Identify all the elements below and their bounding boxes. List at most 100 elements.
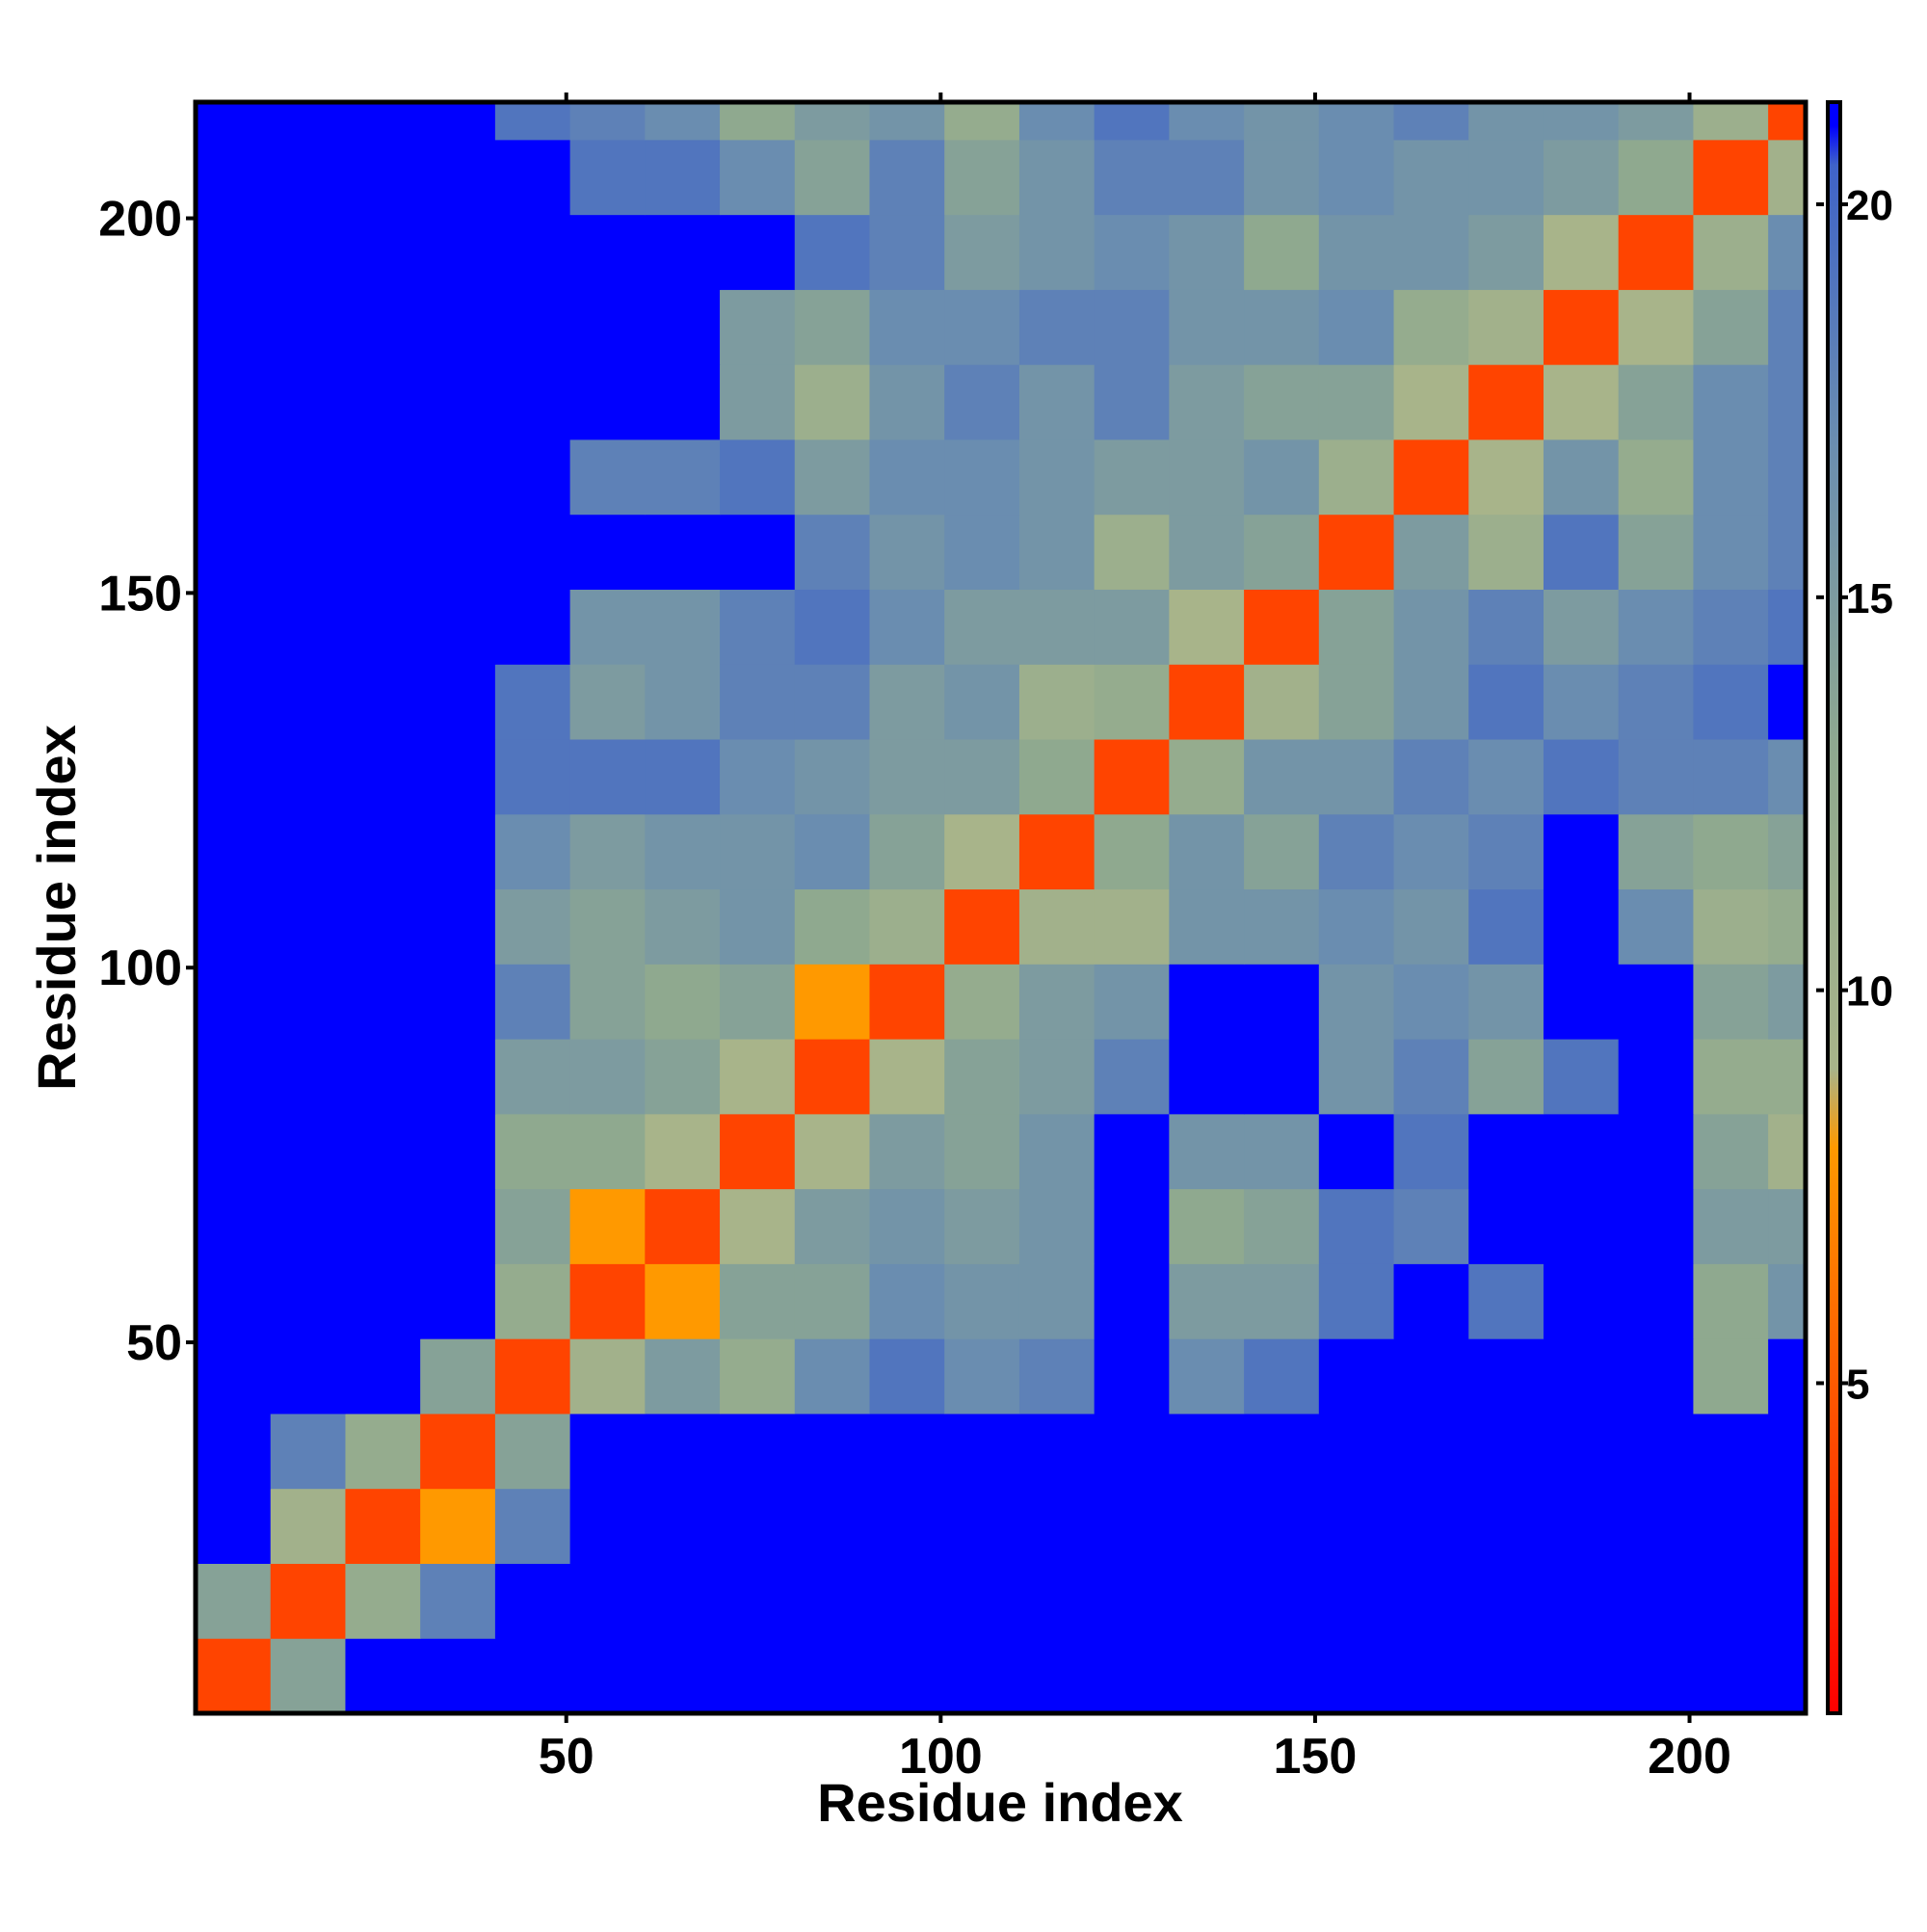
heatmap-cell (1768, 289, 1807, 365)
heatmap-cell (1468, 1188, 1544, 1264)
heatmap-cell (1768, 102, 1807, 141)
heatmap-cell (720, 813, 796, 890)
heatmap-cell (1018, 1413, 1095, 1490)
heatmap-cell (345, 1638, 421, 1714)
heatmap-cell (1693, 102, 1769, 141)
heatmap-cell (645, 1338, 721, 1415)
heatmap-cell (1393, 514, 1469, 590)
heatmap-cell (645, 102, 721, 141)
heatmap-cell (794, 888, 870, 965)
heatmap-cell (494, 102, 571, 141)
heatmap-cell (569, 214, 646, 290)
heatmap-cell (869, 888, 945, 965)
heatmap-cell (1468, 739, 1544, 815)
heatmap-cell (1018, 1263, 1095, 1339)
heatmap-cell (1094, 1338, 1170, 1415)
heatmap-cell (720, 1263, 796, 1339)
heatmap-cell (794, 289, 870, 365)
plot-frame (193, 99, 1808, 1716)
heatmap-cell (1468, 1338, 1544, 1415)
heatmap-cell (1693, 813, 1769, 890)
heatmap-cell (494, 139, 571, 216)
heatmap-cell (345, 1113, 421, 1190)
colorbar-tick-label: 20 (1846, 182, 1893, 229)
heatmap-cell (420, 1563, 496, 1639)
heatmap-cell (1543, 1188, 1620, 1264)
heatmap-cell (1768, 1413, 1807, 1490)
heatmap-cell (1094, 214, 1170, 290)
heatmap-cell (1169, 888, 1245, 965)
heatmap-cell (1169, 289, 1245, 365)
heatmap-cell (869, 1263, 945, 1339)
heatmap-cell (1169, 1413, 1245, 1490)
heatmap-cell (1318, 813, 1395, 890)
heatmap-cell (569, 589, 646, 665)
heatmap-cell (1543, 214, 1620, 290)
heatmap-cell (1169, 139, 1245, 216)
heatmap-cell (196, 664, 272, 740)
heatmap-cell (1393, 739, 1469, 815)
heatmap-cell (494, 1338, 571, 1415)
heatmap-cell (1468, 964, 1544, 1040)
heatmap-cell (345, 214, 421, 290)
heatmap-cell (645, 1263, 721, 1339)
heatmap-cell (1618, 888, 1694, 965)
heatmap-cell (345, 589, 421, 665)
heatmap-cell (569, 1638, 646, 1714)
heatmap-cell (944, 664, 1020, 740)
heatmap-cell (1468, 289, 1544, 365)
heatmap-cell (1244, 1188, 1320, 1264)
heatmap-cell (1393, 1039, 1469, 1115)
heatmap-cell (345, 664, 421, 740)
heatmap-cell (869, 589, 945, 665)
heatmap-cell (1018, 888, 1095, 965)
heatmap-cell (1094, 1638, 1170, 1714)
heatmap-cell (1169, 589, 1245, 665)
heatmap-cell (345, 1039, 421, 1115)
heatmap-cell (270, 1113, 346, 1190)
heatmap-cell (196, 1039, 272, 1115)
heatmap-cell (1244, 1113, 1320, 1190)
heatmap-cell (1543, 1338, 1620, 1415)
heatmap-cell (1018, 1338, 1095, 1415)
heatmap-cell (1393, 1638, 1469, 1714)
heatmap-cell (1618, 289, 1694, 365)
heatmap-cell (1244, 589, 1320, 665)
heatmap-cell (569, 1413, 646, 1490)
heatmap-cell (1693, 739, 1769, 815)
heatmap-cell (196, 1113, 272, 1190)
heatmap-cell (196, 438, 272, 516)
heatmap-cell (270, 1188, 346, 1264)
heatmap-cell (196, 1338, 272, 1415)
heatmap-cell (1543, 102, 1620, 141)
heatmap-cell (720, 1113, 796, 1190)
heatmap-cell (645, 139, 721, 216)
heatmap-cell (1693, 1188, 1769, 1264)
heatmap-cell (420, 102, 496, 141)
heatmap-cell (1244, 813, 1320, 890)
heatmap-cell (1693, 664, 1769, 740)
heatmap-cell (1169, 1263, 1245, 1339)
y-tick-label: 200 (98, 192, 182, 248)
heatmap-cell (869, 364, 945, 440)
heatmap-cell (1169, 438, 1245, 516)
heatmap-cell (794, 139, 870, 216)
heatmap-cell (1244, 214, 1320, 290)
heatmap-cell (1543, 664, 1620, 740)
heatmap-cell (1094, 1188, 1170, 1264)
heatmap-cell (794, 813, 870, 890)
heatmap-cell (944, 739, 1020, 815)
heatmap-cell (869, 514, 945, 590)
heatmap-cell (345, 1413, 421, 1490)
heatmap-cell (1768, 139, 1807, 216)
heatmap-cell (494, 1113, 571, 1190)
heatmap-cell (1768, 1263, 1807, 1339)
heatmap-cell (869, 1039, 945, 1115)
heatmap-cell (1393, 888, 1469, 965)
heatmap-cell (1543, 888, 1620, 965)
heatmap-cell (1618, 813, 1694, 890)
heatmap-cell (944, 589, 1020, 665)
heatmap-cell (270, 438, 346, 516)
heatmap-cell (1543, 289, 1620, 365)
heatmap-cell (720, 964, 796, 1040)
